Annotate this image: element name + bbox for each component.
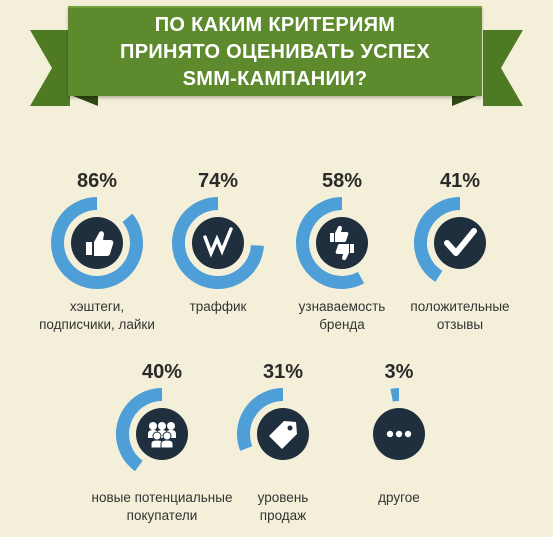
criterion-item: 58% узнаваемость бренда <box>296 170 386 332</box>
percentage-ring <box>172 197 264 289</box>
person-head <box>167 422 175 430</box>
criterion-item: 41% положительные отзывы <box>410 170 509 332</box>
percentage-ring <box>296 197 365 289</box>
check-mark <box>444 228 477 256</box>
percentage-ring <box>414 197 461 282</box>
person-head <box>152 431 162 441</box>
category-label: другое <box>378 490 420 505</box>
category-label: покупатели <box>127 508 198 523</box>
thumb-down-small <box>335 244 354 261</box>
thumbs-up-icon <box>86 231 114 256</box>
ellipsis-dot <box>404 430 412 438</box>
price-tag-icon <box>269 421 297 449</box>
person-head <box>149 422 157 430</box>
page-title: ПО КАКИМ КРИТЕРИЯМ ПРИНЯТО ОЦЕНИВАТЬ УСП… <box>68 12 482 93</box>
checkmark-icon <box>444 228 477 256</box>
percentage-label: 74% <box>198 170 238 192</box>
title-line-1: ПО КАКИМ КРИТЕРИЯМ <box>154 14 396 36</box>
person-head <box>162 431 172 441</box>
percentage-label: 31% <box>263 361 303 383</box>
thumb-hand <box>94 231 114 256</box>
ribbon-fold-right <box>452 94 482 106</box>
category-label: хэштеги, <box>70 299 124 314</box>
criterion-item: 31% уровень продаж <box>237 361 309 523</box>
thumbs-up-down-icon <box>330 225 354 261</box>
category-label: положительные <box>410 299 509 314</box>
title-banner: ПО КАКИМ КРИТЕРИЯМ ПРИНЯТО ОЦЕНИВАТЬ УСП… <box>0 0 553 120</box>
icon-disc <box>316 217 368 269</box>
percentage-ring <box>390 388 400 402</box>
person-body <box>160 439 174 449</box>
percentage-label: 86% <box>77 170 117 192</box>
category-label: траффик <box>190 299 247 314</box>
ellipsis-icon <box>386 430 412 438</box>
category-label: бренда <box>319 317 365 332</box>
people-icon <box>148 422 176 449</box>
zigzag-line <box>203 227 233 258</box>
ellipsis-dot <box>395 430 403 438</box>
category-label: отзывы <box>437 317 483 332</box>
thumb-up-small <box>330 225 349 242</box>
criterion-item: 86% хэштеги, подписчики, лайки <box>39 170 155 332</box>
percentage-ring <box>51 197 143 289</box>
ribbon-fold-left <box>68 94 98 106</box>
banner-panel <box>68 6 482 96</box>
percentage-ring <box>237 388 284 451</box>
percentage-label: 58% <box>322 170 362 192</box>
percentage-label: 40% <box>142 361 182 383</box>
percentage-label: 3% <box>385 361 414 383</box>
thumb-cuff <box>86 242 92 255</box>
category-label: продаж <box>260 508 306 523</box>
category-label: уровень <box>258 490 309 505</box>
criterion-item: 74% траффик <box>172 170 264 314</box>
icon-disc <box>434 217 486 269</box>
category-label: новые потенциальные <box>92 490 233 505</box>
title-line-2: ПРИНЯТО ОЦЕНИВАТЬ УСПЕХ <box>120 41 430 63</box>
zigzag-icon <box>203 227 233 258</box>
person-head <box>158 422 166 430</box>
percentage-ring <box>116 388 163 472</box>
title-line-3: SMM-КАМПАНИИ? <box>182 68 368 90</box>
ellipsis-dot <box>386 430 394 438</box>
tag-hole <box>287 425 293 431</box>
category-label: подписчики, лайки <box>39 317 155 332</box>
criterion-item: 3% другое <box>373 361 425 505</box>
category-label: узнаваемость <box>299 299 386 314</box>
percentage-label: 41% <box>440 170 480 192</box>
criterion-item: 40% новые потенциальные покупатели <box>92 361 233 523</box>
